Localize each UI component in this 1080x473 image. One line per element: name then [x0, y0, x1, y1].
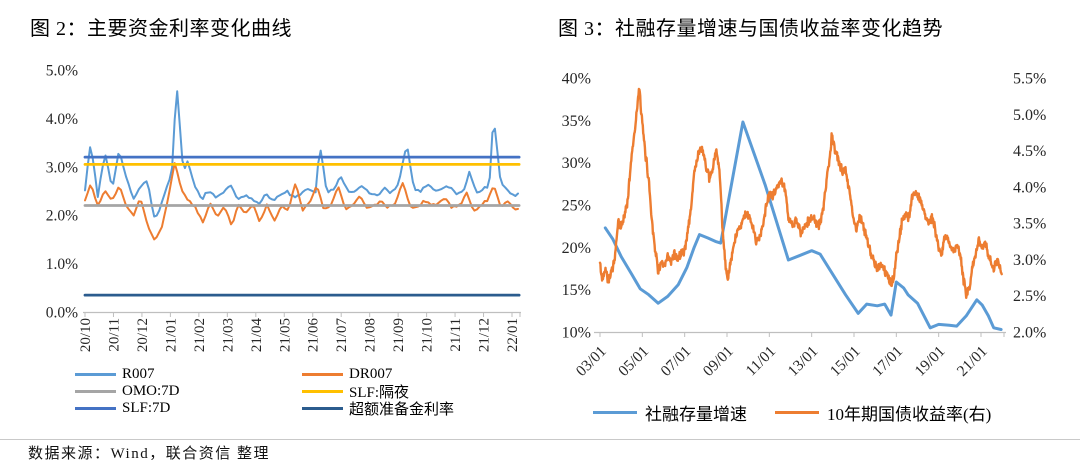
- chart1-x-tick-label: 20/12: [135, 318, 151, 352]
- legend-label: SLF:7D: [122, 400, 171, 416]
- chart2-right-tick-label: 4.5%: [1013, 143, 1046, 160]
- chart1-title: 图 2：主要资金利率变化曲线: [30, 18, 292, 40]
- omo7d-swatch: [75, 390, 116, 393]
- chart2-right-tick-label: 2.5%: [1013, 288, 1046, 305]
- chart2-left-tick-label: 15%: [562, 282, 591, 299]
- chart1-x-tick-label: 20/10: [78, 318, 94, 352]
- chart1-x-tick-label: 21/01: [163, 318, 179, 352]
- chart1-x-tick-label: 20/11: [106, 318, 122, 352]
- chart1-y-tick-label: 5.0%: [46, 63, 78, 80]
- chart1-legend: R007 DR007 OMO:7D SLF:隔夜 SLF:7D 超额准备金利率: [75, 366, 562, 418]
- series-10y-yield-line: [598, 87, 1003, 299]
- legend-item-slf7d: SLF:7D: [75, 400, 302, 417]
- chart1-y-tick-label: 1.0%: [46, 256, 78, 273]
- legend-label: R007: [122, 366, 155, 382]
- legend-label: SLF:隔夜: [349, 385, 410, 401]
- legend-label: DR007: [349, 366, 393, 382]
- chart1-y-tick-label: 4.0%: [46, 111, 78, 128]
- chart2-right-tick-label: 5.5%: [1013, 71, 1046, 88]
- chart2-x-tick-label: 21/01: [954, 343, 991, 380]
- chart1-x-tick-label: 21/10: [420, 318, 436, 352]
- legend-item-tsf-growth: 社融存量增速: [593, 400, 747, 425]
- chart1-y-tick-label: 2.0%: [46, 208, 78, 225]
- legend-label: OMO:7D: [122, 383, 180, 399]
- chart2-left-tick-label: 10%: [562, 325, 591, 342]
- chart2-left-tick-label: 40%: [562, 71, 591, 88]
- excess-reserve-swatch: [302, 407, 343, 410]
- chart1-x-tick-label: 21/03: [220, 318, 236, 352]
- chart2-legend: 社融存量增速 10年期国债收益率(右): [593, 400, 991, 425]
- chart2-x-tick-label: 03/01: [573, 343, 610, 380]
- chart1-x-tick-label: 21/12: [477, 318, 493, 352]
- chart1-x-tick-label: 21/11: [448, 318, 464, 352]
- chart1-x-tick-label: 21/09: [391, 318, 407, 352]
- chart2-right-tick-label: 2.0%: [1013, 325, 1046, 342]
- chart2-title: 图 3：社融存量增速与国债收益率变化趋势: [558, 18, 943, 40]
- chart2-left-tick-label: 35%: [562, 113, 591, 130]
- legend-label: 10年期国债收益率(右): [827, 405, 992, 424]
- chart2-right-tick-label: 3.0%: [1013, 252, 1046, 269]
- series-tsf-growth-line: [603, 120, 1003, 331]
- slf7d-swatch: [75, 407, 116, 410]
- chart2-right-tick-label: 5.0%: [1013, 107, 1046, 124]
- data-source-note: 数据来源：Wind，联合资信 整理: [28, 446, 270, 462]
- chart2-right-tick-label: 3.5%: [1013, 216, 1046, 233]
- chart1-x-tick-label: 21/06: [306, 318, 322, 353]
- series-DR007-line: [84, 162, 519, 241]
- chart2-x-tick-label: 13/01: [785, 343, 822, 380]
- chart1-x-tick-label: 21/08: [363, 318, 379, 352]
- divider-line: [0, 439, 1080, 440]
- chart2-x-tick-label: 09/01: [700, 343, 737, 380]
- legend-item-r007: R007: [75, 366, 302, 383]
- legend-item-slf-overnight: SLF:隔夜: [302, 383, 562, 401]
- legend-label: 社融存量增速: [645, 405, 747, 424]
- legend-item-dr007: DR007: [302, 366, 562, 383]
- chart1-x-tick-label: 22/01: [505, 318, 521, 352]
- legend-label: 超额准备金利率: [349, 402, 455, 418]
- chart2-x-tick-label: 05/01: [615, 343, 652, 380]
- legend-item-10y-yield: 10年期国债收益率(右): [775, 400, 991, 425]
- chart1-x-tick-label: 21/05: [277, 318, 293, 352]
- legend-item-omo7d: OMO:7D: [75, 383, 302, 400]
- chart2-x-tick-label: 07/01: [658, 343, 695, 380]
- slf-overnight-swatch: [302, 390, 343, 393]
- chart1-x-tick-label: 21/02: [192, 318, 208, 352]
- chart1-y-tick-label: 0.0%: [46, 305, 78, 322]
- r007-swatch: [75, 373, 116, 376]
- tsf-growth-swatch: [593, 410, 637, 415]
- chart2-x-tick-label: 17/01: [869, 343, 906, 380]
- chart1-y-tick-label: 3.0%: [46, 159, 78, 176]
- dr007-swatch: [302, 373, 343, 376]
- chart2-x-tick-label: 19/01: [912, 343, 949, 380]
- chart1-x-tick-label: 21/07: [334, 318, 350, 353]
- chart2-right-tick-label: 4.0%: [1013, 179, 1046, 196]
- chart2-x-tick-label: 15/01: [827, 343, 864, 380]
- chart2-x-tick-label: 11/01: [743, 343, 780, 380]
- legend-item-excess-reserve-rate: 超额准备金利率: [302, 400, 562, 418]
- chart2-left-tick-label: 25%: [562, 198, 591, 215]
- chart2-left-tick-label: 20%: [562, 240, 591, 257]
- chart2-left-tick-label: 30%: [562, 155, 591, 172]
- 10y-yield-swatch: [775, 410, 819, 415]
- chart1-x-tick-label: 21/04: [249, 318, 265, 353]
- series-R007-line: [84, 90, 519, 218]
